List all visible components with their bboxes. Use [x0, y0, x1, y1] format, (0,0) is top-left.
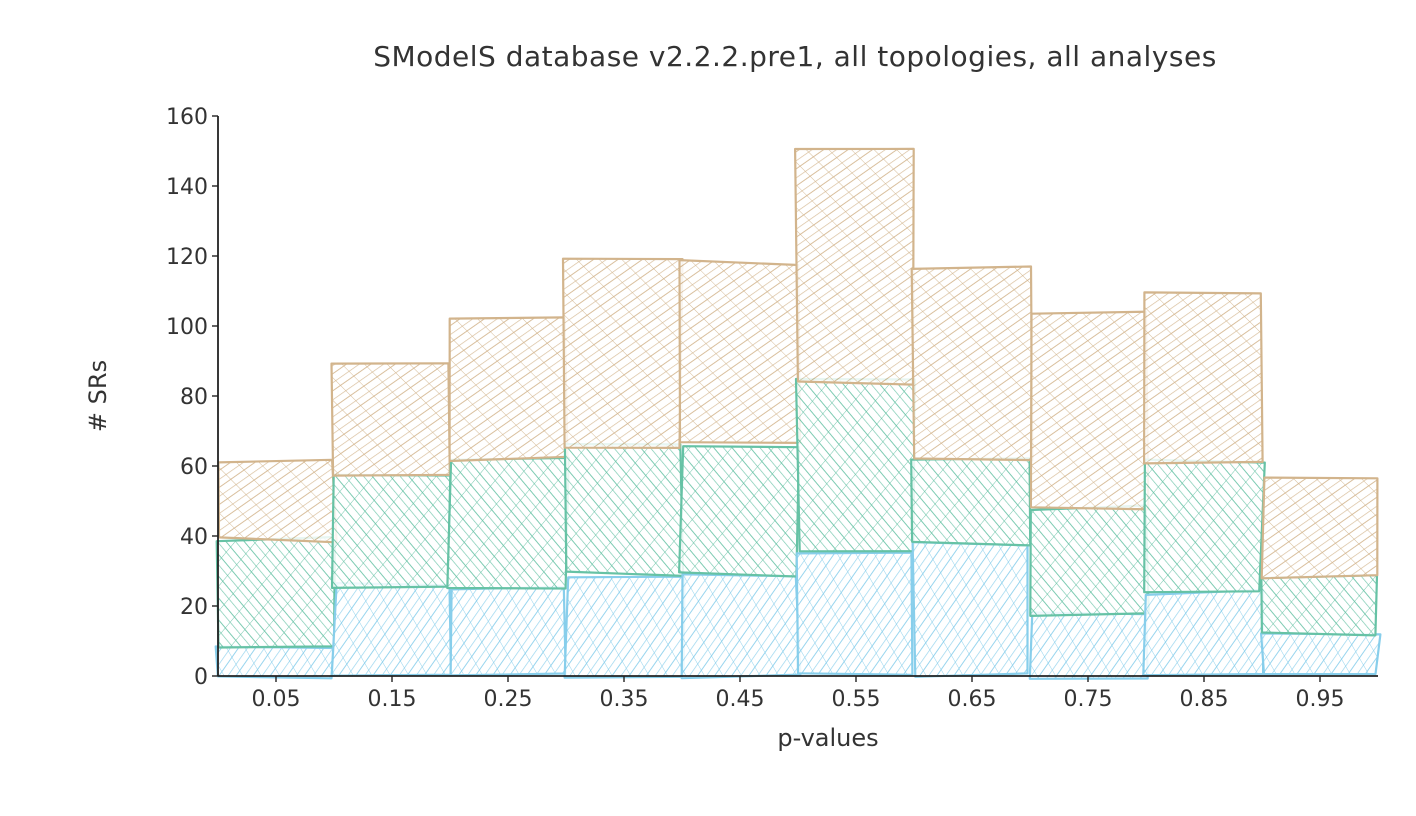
- bar-crosshatch-0.95-series-2: [1261, 477, 1378, 579]
- bar-crosshatch-0.95-series-0: [1261, 633, 1381, 675]
- x-tick-label: 0.65: [948, 687, 997, 712]
- bar-outline-0.85-series-2: [1143, 291, 1264, 465]
- bar-crosshatch-0.45-series-0: [681, 574, 801, 679]
- bar-crosshatch-0.35-series-2: [563, 258, 683, 448]
- bars-group: [214, 147, 1382, 680]
- bar-crosshatch-0.25-series-0: [450, 586, 566, 676]
- x-tick-label: 0.55: [832, 687, 881, 712]
- bar-crosshatch-0.65-series-2: [911, 266, 1033, 461]
- bar-crosshatch-0.55-series-1: [796, 379, 915, 552]
- x-tick-label: 0.95: [1296, 687, 1345, 712]
- bar-crosshatch-0.95-series-1: [1261, 575, 1377, 636]
- bar-crosshatch-0.75-series-1: [1030, 505, 1149, 616]
- y-tick-label: 140: [166, 175, 208, 200]
- y-tick-labels: 0 20 40 60 80 100 120 140 160: [166, 105, 218, 690]
- bar-outline-0.65-series-2: [910, 265, 1034, 462]
- bar-outline-0.55-series-2: [794, 147, 915, 386]
- bar-outline-0.95-series-2: [1260, 476, 1379, 580]
- bar-outline-0.35-series-2: [561, 257, 684, 449]
- y-tick-label: 40: [180, 525, 208, 550]
- bar-crosshatch-0.65-series-1: [911, 458, 1031, 546]
- y-tick-label: 20: [180, 595, 208, 620]
- bar-outline-0.55-series-0: [795, 551, 914, 676]
- y-axis-label: # SRs: [84, 360, 112, 432]
- y-tick-label: 100: [166, 315, 208, 340]
- bar-crosshatch-0.85-series-1: [1144, 459, 1265, 593]
- bar-crosshatch-0.15-series-1: [332, 474, 451, 588]
- bar-outline-0.85-series-1: [1143, 458, 1266, 594]
- bar-outline-0.15-series-2: [330, 362, 451, 477]
- x-tick-labels: 0.05 0.15 0.25 0.35 0.45 0.55 0.65 0.75 0.85 0.95: [252, 676, 1345, 712]
- bar-outline-0.95-series-0: [1260, 632, 1382, 676]
- y-tick-label: 0: [194, 665, 208, 690]
- bar-crosshatch-0.85-series-2: [1144, 292, 1263, 464]
- x-tick-label: 0.45: [716, 687, 765, 712]
- y-tick-label: 60: [180, 455, 208, 480]
- bar-crosshatch-0.25-series-1: [447, 457, 569, 589]
- x-tick-label: 0.25: [484, 687, 533, 712]
- bar-crosshatch-0.15-series-2: [331, 363, 450, 476]
- bar-crosshatch-0.75-series-2: [1030, 311, 1149, 510]
- bar-crosshatch-0.35-series-0: [564, 576, 685, 678]
- y-tick-label: 120: [166, 245, 208, 270]
- bar-crosshatch-0.05-series-2: [218, 459, 337, 543]
- bar-crosshatch-0.05-series-1: [216, 537, 335, 648]
- x-axis-label: p-values: [777, 724, 878, 752]
- x-tick-label: 0.35: [600, 687, 649, 712]
- bar-crosshatch-0.55-series-2: [795, 148, 914, 385]
- x-tick-label: 0.85: [1180, 687, 1229, 712]
- bar-crosshatch-0.25-series-2: [449, 317, 568, 461]
- bar-crosshatch-0.35-series-1: [564, 444, 684, 576]
- y-tick-label: 80: [180, 385, 208, 410]
- x-tick-label: 0.15: [368, 687, 417, 712]
- bar-crosshatch-0.15-series-0: [331, 583, 451, 676]
- bar-crosshatch-0.65-series-0: [912, 542, 1028, 677]
- x-tick-label: 0.75: [1064, 687, 1113, 712]
- y-tick-label: 160: [166, 105, 208, 130]
- bar-crosshatch-0.85-series-0: [1143, 589, 1264, 676]
- bar-crosshatch-0.45-series-2: [679, 260, 801, 443]
- chart-title: SModelS database v2.2.2.pre1, all topolo…: [373, 40, 1217, 73]
- bar-crosshatch-0.75-series-0: [1029, 612, 1148, 679]
- x-tick-label: 0.05: [252, 687, 301, 712]
- bar-crosshatch-0.55-series-0: [796, 552, 913, 675]
- bar-crosshatch-0.45-series-1: [679, 446, 799, 577]
- bar-crosshatch-0.05-series-0: [215, 646, 334, 679]
